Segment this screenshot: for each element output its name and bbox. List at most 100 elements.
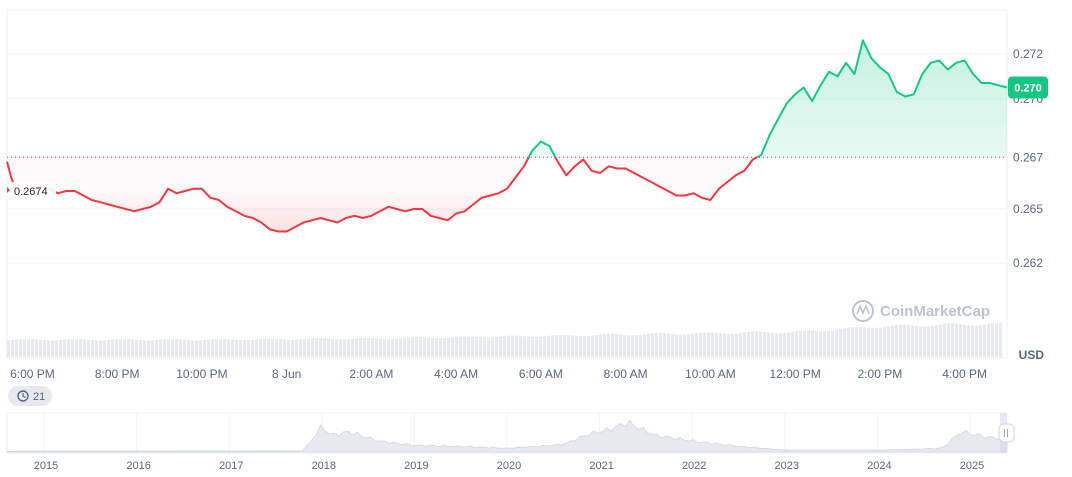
volume-bar <box>591 335 595 357</box>
range-navigator[interactable]: 2015 2016 2017 2018 2019 2020 2021 2022 2023 2024… <box>6 412 1015 472</box>
volume-bar <box>611 333 615 357</box>
volume-bar <box>487 337 491 357</box>
x-tick-label: 6:00 PM <box>10 367 55 381</box>
volume-bar <box>815 330 819 357</box>
volume-bar <box>343 339 347 357</box>
volume-bar <box>399 338 403 357</box>
volume-bar <box>351 338 355 357</box>
volume-bar <box>703 332 707 357</box>
volume-bar <box>671 334 675 357</box>
volume-bars <box>7 323 1003 357</box>
volume-bar <box>443 338 447 357</box>
volume-bar <box>967 325 971 357</box>
navigator-year: 2022 <box>682 460 706 472</box>
volume-bar <box>691 333 695 357</box>
volume-bar <box>191 340 195 357</box>
navigator-year: 2015 <box>34 460 58 472</box>
volume-bar <box>607 333 611 357</box>
x-tick-label: 8 Jun <box>272 367 301 381</box>
volume-bar <box>255 339 259 357</box>
open-price-marker <box>7 187 10 193</box>
volume-bar <box>267 338 271 357</box>
volume-bar <box>335 339 339 357</box>
volume-bar <box>939 324 943 357</box>
navigator-year: 2021 <box>589 460 613 472</box>
volume-bar <box>147 340 151 357</box>
volume-bar <box>391 339 395 357</box>
volume-bar <box>519 335 523 357</box>
navigator-handle-grip[interactable] <box>998 423 1015 443</box>
volume-bar <box>679 334 683 357</box>
volume-bar <box>599 334 603 357</box>
volume-bar <box>27 339 31 357</box>
volume-bar <box>563 334 567 357</box>
volume-bar <box>483 337 487 357</box>
price-area <box>6 39 1008 233</box>
volume-bar <box>759 331 763 357</box>
last-price-badge-bg <box>1008 76 1048 99</box>
volume-bar <box>359 338 363 357</box>
volume-bar <box>931 325 935 357</box>
volume-bar <box>407 337 411 357</box>
volume-bar <box>243 340 247 357</box>
volume-bar <box>227 339 231 357</box>
volume-bar <box>251 339 255 357</box>
volume-bar <box>67 339 71 357</box>
price-line-down <box>6 157 760 233</box>
volume-bar <box>895 324 899 357</box>
volume-bar <box>63 339 67 357</box>
open-price-text: 0.2674 <box>14 186 48 198</box>
volume-bar <box>127 339 131 357</box>
volume-bar <box>627 335 631 357</box>
volume-bar <box>631 335 635 357</box>
volume-bar <box>775 333 779 357</box>
volume-bar <box>803 330 807 357</box>
x-tick-label: 10:00 PM <box>176 367 227 381</box>
volume-bar <box>647 333 651 357</box>
volume-bar <box>883 326 887 357</box>
volume-bar <box>643 334 647 357</box>
x-tick-label: 12:00 PM <box>769 367 820 381</box>
volume-bar <box>947 323 951 357</box>
volume-bar <box>307 338 311 357</box>
navigator-handle[interactable] <box>998 423 1015 443</box>
volume-bar <box>503 336 507 357</box>
y-tick-label: 0.262 <box>1013 256 1043 270</box>
volume-bar <box>239 340 243 357</box>
events-badge[interactable]: 21 <box>8 386 52 406</box>
volume-bar <box>867 327 871 357</box>
events-badge-bg[interactable] <box>8 386 52 406</box>
volume-bar <box>111 339 115 357</box>
navigator-year: 2017 <box>219 460 243 472</box>
volume-bar <box>707 332 711 357</box>
volume-bar <box>139 340 143 357</box>
volume-bar <box>951 323 955 357</box>
navigator-year: 2016 <box>126 460 150 472</box>
volume-bar <box>235 339 239 357</box>
volume-bar <box>291 339 295 357</box>
volume-bar <box>987 323 991 357</box>
volume-bar <box>43 340 47 357</box>
volume-bar <box>23 339 27 357</box>
volume-bar <box>747 332 751 357</box>
history-icon-hands <box>22 393 26 399</box>
volume-bar <box>423 337 427 357</box>
volume-bar <box>975 325 979 357</box>
volume-bar <box>915 326 919 357</box>
volume-bar <box>727 333 731 357</box>
volume-bar <box>859 327 863 357</box>
x-tick-label: 8:00 PM <box>95 367 140 381</box>
volume-bar <box>863 327 867 357</box>
volume-bar <box>891 325 895 357</box>
plot-frame <box>6 9 1008 359</box>
y-tick-label: 0.272 <box>1013 47 1043 61</box>
open-price-label: 0.2674 <box>7 182 56 199</box>
volume-bar <box>39 339 43 357</box>
volume-bar <box>311 338 315 357</box>
volume-bar <box>171 339 175 357</box>
volume-bar <box>623 334 627 357</box>
volume-bar <box>203 340 207 357</box>
volume-bar <box>683 334 687 357</box>
volume-bar <box>219 338 223 357</box>
